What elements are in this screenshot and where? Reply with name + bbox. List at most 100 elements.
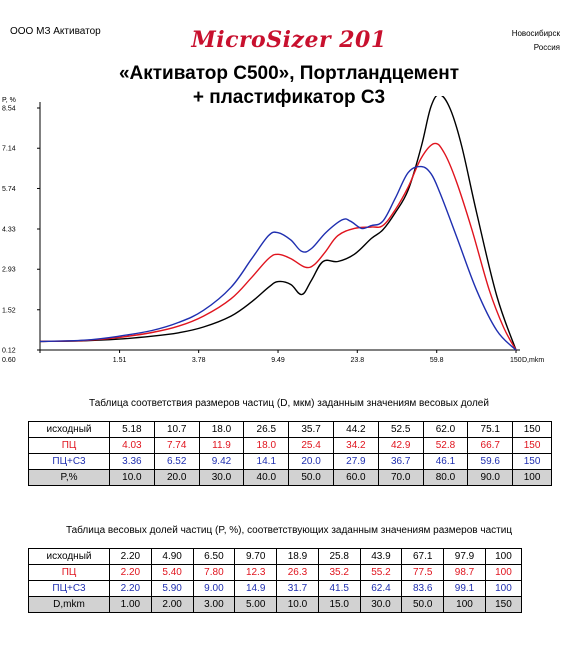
table-cell: 25.4 [288, 437, 334, 454]
row-label: D,mkm [28, 596, 110, 613]
table-cell: 150 [512, 437, 552, 454]
table-cell: 40.0 [243, 469, 290, 486]
table-cell: 7.74 [153, 437, 200, 454]
y-tick-label: 7.14 [2, 146, 16, 153]
table-cell: 14.9 [234, 580, 278, 597]
table-cell: 18.0 [243, 437, 290, 454]
x-tick-label: 0.60 [2, 357, 16, 364]
table-cell: 11.9 [198, 437, 245, 454]
table2-caption: Таблица весовых долей частиц (P, %), соо… [65, 525, 513, 536]
city-line-1: Новосибирск [511, 29, 560, 38]
table-cell: 2.00 [150, 596, 194, 613]
table-cell: 150 [512, 453, 552, 470]
y-tick-label: 4.33 [2, 227, 16, 234]
row-label: ПЦ [28, 564, 110, 581]
size-table: исходный 5.18 10.7 18.0 26.5 35.7 44.2 52.5 62.0… [28, 421, 552, 486]
table-cell: 100 [484, 548, 523, 565]
row-label: ПЦ+С3 [28, 453, 110, 470]
table-cell: 3.00 [192, 596, 236, 613]
table-cell: 98.7 [443, 564, 486, 581]
table-cell: 100 [512, 469, 552, 486]
table-row: ПЦ 4.03 7.74 11.9 18.0 25.4 34.2 42.9 52.8 66.7 15… [28, 437, 552, 454]
table-cell: 62.4 [359, 580, 403, 597]
table-cell: 2.20 [109, 580, 152, 597]
y-tick-label: 5.74 [2, 186, 16, 193]
table-cell: 20.0 [153, 469, 200, 486]
x-tick-label: 59.8 [430, 357, 444, 364]
table-cell: 60.0 [332, 469, 379, 486]
table-cell: 50.0 [401, 596, 445, 613]
table-cell: 25.8 [317, 548, 361, 565]
chart-series [39, 96, 517, 351]
table-cell: 5.90 [150, 580, 194, 597]
title-line-1: «Активатор С500», Портландцемент [118, 63, 460, 84]
city-info: Новосибирск Россия [512, 27, 560, 55]
table-row: ПЦ+С3 3.36 6.52 9.42 14.1 20.0 27.9 36.7 46.1 59.… [28, 453, 552, 470]
table-cell: 20.0 [288, 453, 334, 470]
table-cell: 50.0 [288, 469, 334, 486]
table-cell: 52.8 [422, 437, 469, 454]
page-title: «Активатор С500», Портландцемент + пласт… [0, 62, 578, 110]
table-cell: 7.80 [192, 564, 236, 581]
table-cell: 35.7 [288, 421, 334, 438]
series-line-pc [39, 142, 517, 351]
table-cell: 62.0 [422, 421, 469, 438]
table-cell: 5.40 [150, 564, 194, 581]
table-cell: 4.90 [150, 548, 194, 565]
x-tick-label: 1.51 [113, 357, 127, 364]
y-tick-label: 0.12 [2, 348, 16, 355]
table-cell: 5.18 [109, 421, 155, 438]
table1-caption: Таблица соответствия размеров частиц (D,… [89, 398, 489, 409]
table-cell: 52.5 [377, 421, 424, 438]
table-cell: 26.3 [276, 564, 319, 581]
table-cell: 15.0 [317, 596, 361, 613]
x-tick-label: 3.78 [192, 357, 206, 364]
table-cell: 12.3 [234, 564, 278, 581]
table-cell: 36.7 [377, 453, 424, 470]
table-cell: 99.1 [443, 580, 486, 597]
x-axis-label: D,mkm [522, 357, 544, 364]
table-cell: 18.0 [198, 421, 245, 438]
table-cell: 100 [484, 564, 523, 581]
table-cell: 2.20 [109, 564, 152, 581]
table-cell: 44.2 [332, 421, 379, 438]
row-label: исходный [28, 548, 110, 565]
table-cell: 2.20 [109, 548, 152, 565]
table-cell: 26.5 [243, 421, 290, 438]
table-row: исходный 5.18 10.7 18.0 26.5 35.7 44.2 52.5 62.0… [28, 421, 552, 438]
x-tick-label: 23.8 [350, 357, 364, 364]
series-line-pcs [39, 165, 517, 351]
company-name: ООО МЗ Активатор [10, 26, 101, 37]
table-cell: 5.00 [234, 596, 278, 613]
table-cell: 150 [484, 596, 523, 613]
table-cell: 100 [443, 596, 486, 613]
table-cell: 14.1 [243, 453, 290, 470]
table-cell: 66.7 [467, 437, 514, 454]
series-line-ref [39, 96, 517, 351]
table-cell: 70.0 [377, 469, 424, 486]
table-cell: 55.2 [359, 564, 403, 581]
table-cell: 90.0 [467, 469, 514, 486]
fraction-table: исходный 2.20 4.90 6.50 9.70 18.9 25.8 43.9 67.1… [28, 548, 523, 613]
row-label: ПЦ [28, 437, 110, 454]
table-cell: 77.5 [401, 564, 445, 581]
table-cell: 59.6 [467, 453, 514, 470]
particle-size-chart: P, % 0.12 1.52 2.93 4.33 5.74 7.14 8.54 0.60 1.51… [2, 96, 544, 364]
table-cell: 100 [484, 580, 523, 597]
table-cell: 42.9 [377, 437, 424, 454]
y-tick-label: 1.52 [2, 307, 16, 314]
table-cell: 43.9 [359, 548, 403, 565]
table-cell: 18.9 [276, 548, 319, 565]
table-cell: 6.52 [153, 453, 200, 470]
table-cell: 46.1 [422, 453, 469, 470]
row-label: исходный [28, 421, 110, 438]
table-cell: 30.0 [198, 469, 245, 486]
city-line-2: Россия [533, 43, 560, 52]
table-cell: 150 [512, 421, 552, 438]
table-cell: 80.0 [422, 469, 469, 486]
table-row: P,% 10.0 20.0 30.0 40.0 50.0 60.0 70.0 80.0 90.0 1… [28, 469, 552, 486]
row-label: P,% [28, 469, 110, 486]
table-cell: 4.03 [109, 437, 155, 454]
table-row: ПЦ 2.20 5.40 7.80 12.3 26.3 35.2 55.2 77.5 98.7 10… [28, 564, 523, 581]
y-axis-label: P, % [2, 97, 16, 104]
